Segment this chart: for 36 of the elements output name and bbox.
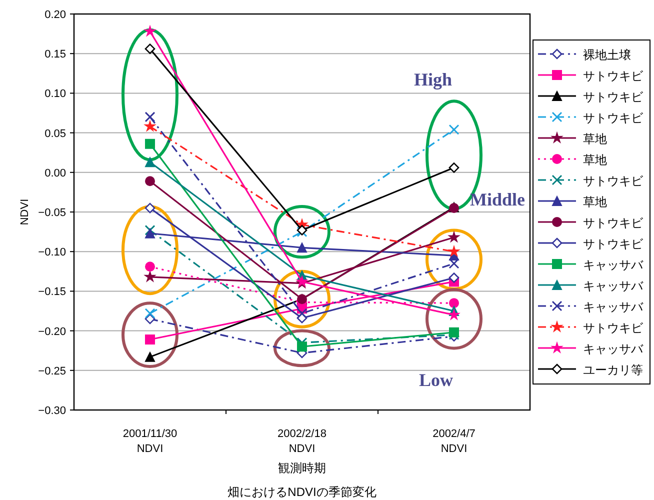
y-tick-label: 0.15 xyxy=(44,48,66,61)
y-tick-label: 0.00 xyxy=(44,167,66,180)
legend-label: サトウキビ xyxy=(583,69,644,83)
legend-label: サトウキビ xyxy=(583,90,644,104)
annotation: High xyxy=(414,69,452,90)
x-tick-label: 2002/2/18 NDVI xyxy=(278,428,326,455)
legend-label: ユーカリ等 xyxy=(583,363,643,377)
legend-label: 草地 xyxy=(583,132,607,146)
y-tick-label: −0.10 xyxy=(38,246,66,259)
x-tick-label: 2002/4/7 NDVI xyxy=(432,428,476,455)
legend-label: キャッサバ xyxy=(583,279,644,293)
legend-label: キャッサバ xyxy=(583,342,644,356)
legend-label: サトウキビ xyxy=(583,237,644,251)
y-axis-title: NDVI xyxy=(19,198,31,226)
y-tick-label: 0.20 xyxy=(44,9,66,21)
legend-label: サトウキビ xyxy=(583,111,644,125)
annotation: Middle xyxy=(470,190,526,210)
legend-label: 草地 xyxy=(583,153,607,167)
y-tick-label: −0.15 xyxy=(38,286,66,298)
y-tick-label: −0.25 xyxy=(38,365,66,378)
legend-label: サトウキビ xyxy=(583,321,644,335)
x-tick-label: 2001/11/30 NDVI xyxy=(122,428,178,455)
legend-label: 草地 xyxy=(583,195,607,209)
y-tick-label: −0.30 xyxy=(38,405,66,417)
legend-label: キャッサバ xyxy=(583,258,644,272)
x-axis-title: 観測時期 xyxy=(278,461,326,475)
legend-label: サトウキビ xyxy=(583,216,644,230)
text: 畑におけるNDVIの季節変化 xyxy=(228,485,376,499)
legend-label: キャッサバ xyxy=(583,300,644,314)
legend-label: 裸地土壌 xyxy=(583,48,631,62)
annotation: Low xyxy=(419,370,454,390)
y-tick-label: 0.10 xyxy=(44,88,66,100)
y-tick-label: −0.20 xyxy=(38,326,66,338)
y-tick-label: 0.05 xyxy=(44,128,66,140)
legend-label: サトウキビ xyxy=(583,174,644,188)
y-tick-label: −0.05 xyxy=(38,207,66,219)
